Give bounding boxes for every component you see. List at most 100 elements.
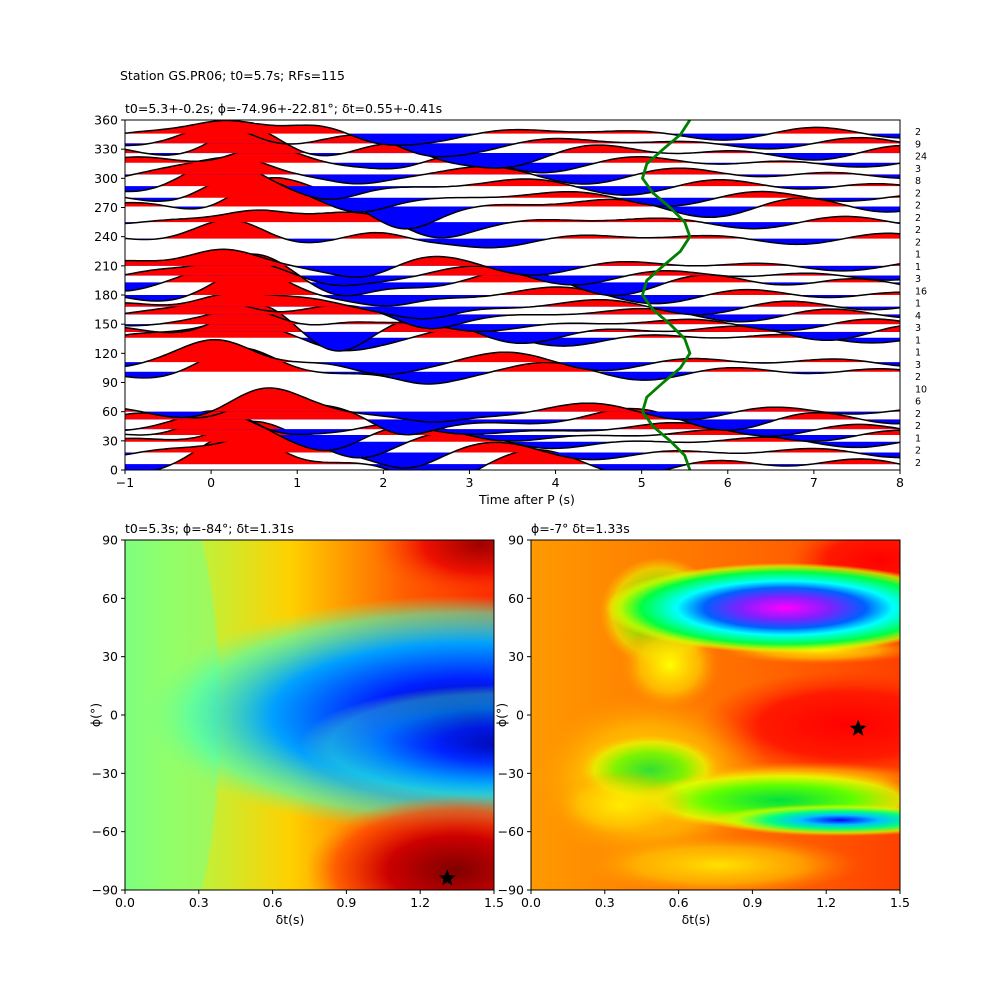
y-tick-label: 90 [102,375,118,390]
trace-negative-fill [125,238,900,248]
trace-negative-fill [125,324,900,332]
trace-positive-fill [125,219,900,239]
rf-title: t0=5.3+-0.2s; ϕ=-74.96+-22.81°; δt=0.55+… [125,101,442,116]
y-tick-label: 330 [94,142,118,157]
trace-count-label: 1 [915,262,921,273]
x-tick-label: 6 [724,475,732,490]
heatmap-right-y-label: ϕ(°) [494,703,509,727]
y-tick-label: −90 [498,883,524,898]
y-tick-label: 180 [94,288,118,303]
trace-count-label: 2 [915,237,921,248]
trace-positive-fill [125,431,900,465]
x-tick-label: −1 [116,475,134,490]
y-tick-label: 0 [516,708,524,723]
trace-count-label: 3 [915,323,921,334]
trace-count-label: 2 [915,421,921,432]
rf-wiggles [125,120,900,470]
heatmap-right-x-ticks: 0.0 0.3 0.6 0.9 1.2 1.5 [521,890,910,910]
trace-count-label: 2 [915,225,921,236]
x-tick-label: 1.2 [410,895,430,910]
trace-negative-fill [125,464,900,470]
x-tick-label: 0.0 [521,895,541,910]
x-tick-label: 3 [465,475,473,490]
trace-positive-fill [125,413,900,435]
y-tick-label: −30 [498,766,524,781]
trace-count-label: 2 [915,213,921,224]
heatmap-right-title: ϕ=-7° δt=1.33s [531,521,630,536]
trace-positive-fill [125,210,900,223]
y-tick-label: 300 [94,171,118,186]
trace-line [125,387,900,423]
x-tick-label: 0.9 [742,895,762,910]
trace-count-label: 2 [915,446,921,457]
x-tick-label: 0.6 [263,895,283,910]
heatmap-right-x-label: δt(s) [682,912,711,927]
trace-negative-fill [125,206,900,229]
y-tick-label: 270 [94,200,118,215]
trace-negative-fill [125,153,900,169]
trace-count-label: 8 [915,176,921,187]
trace-positive-fill [125,249,900,266]
trace-positive-fill [125,388,900,412]
x-tick-label: 7 [810,475,818,490]
trace-negative-fill [125,411,900,422]
trace-negative-fill [125,133,900,146]
heatmap-left-x-ticks: 0.0 0.3 0.6 0.9 1.2 1.5 [115,890,504,910]
trace-count-label: 1 [915,348,921,359]
y-tick-label: 60 [508,591,524,606]
trace-count-label: 3 [915,164,921,175]
trace-line [125,209,900,239]
x-tick-label: 0.9 [336,895,356,910]
x-tick-label: 5 [638,475,646,490]
x-tick-label: 1 [293,475,301,490]
y-tick-label: −30 [92,766,118,781]
trace-count-label: 3 [915,274,921,285]
heatmap-left-x-label: δt(s) [276,912,305,927]
rf-x-label: Time after P (s) [478,492,575,507]
y-tick-label: −90 [92,883,118,898]
trace-negative-fill [125,295,900,306]
trace-negative-fill [125,331,900,351]
trace-positive-fill [125,301,900,315]
trace-count-label: 1 [915,299,921,310]
trace-positive-fill [125,175,900,198]
x-tick-label: 2 [379,475,387,490]
trace-line [125,346,900,385]
rf-y-ticks: 0 30 60 90 120 150 180 210 240 270 300 330 360 [94,113,125,478]
x-tick-label: 0.0 [115,895,135,910]
trace-negative-fill [125,282,900,296]
trace-positive-fill [125,293,900,307]
trace-positive-fill [125,125,900,144]
y-tick-label: 90 [508,533,524,548]
trace-count-label: 16 [915,286,927,297]
trace-count-label: 4 [915,311,921,322]
y-tick-label: 210 [94,258,118,273]
trace-count-label: 1 [915,433,921,444]
y-tick-label: 0 [110,463,118,478]
heatmap-right-image [531,540,900,890]
trace-negative-fill [125,441,900,458]
trace-count-label: 24 [915,152,927,163]
y-tick-label: 30 [102,433,118,448]
heatmap-left-y-label: ϕ(°) [88,703,103,727]
trace-line [125,124,900,158]
trace-negative-fill [125,275,900,286]
trace-count-label: 2 [915,127,921,138]
figure-title: Station GS.PR06; t0=5.7s; RFs=115 [120,68,345,83]
trace-negative-fill [125,306,900,319]
trace-line [125,338,900,376]
trace-count-label: 2 [915,458,921,469]
trace-count-label: 6 [915,397,921,408]
trace-count-label: 9 [915,139,921,150]
trace-count-label: 3 [915,360,921,371]
y-tick-label: 240 [94,229,118,244]
trace-count-label: 1 [915,335,921,346]
rf-x-ticks: −1 0 1 2 3 4 5 6 7 8 [116,470,904,490]
best-fit-star-left [438,869,456,886]
trace-negative-fill [125,174,900,184]
y-tick-label: 90 [102,533,118,548]
heatmap-right-y-ticks: −90 −60 −30 0 30 60 90 [498,533,531,898]
trace-positive-fill [125,320,900,338]
y-tick-label: −60 [92,824,118,839]
